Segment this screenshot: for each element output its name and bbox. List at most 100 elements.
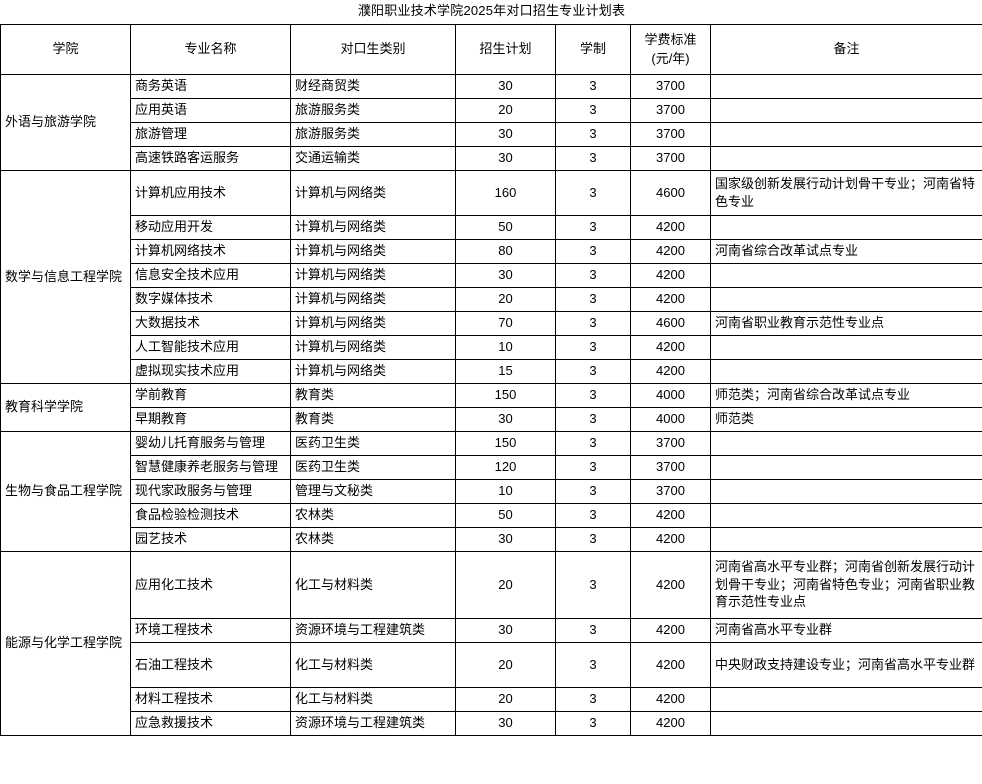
tuition-fee-cell: 3700 <box>630 478 711 504</box>
study-years-cell: 3 <box>555 686 631 712</box>
tuition-fee-cell: 4000 <box>630 382 711 408</box>
remark-cell <box>709 145 982 171</box>
tuition-fee-cell: 3700 <box>630 145 711 171</box>
student-category-cell: 交通运输类 <box>290 145 456 171</box>
student-category-cell: 医药卫生类 <box>290 454 456 480</box>
tuition-fee-cell: 4200 <box>630 526 711 552</box>
remark-cell <box>709 73 982 99</box>
column-header-fee-line1: 学费标准 <box>644 31 697 47</box>
study-years-cell: 3 <box>555 430 631 456</box>
column-header-quota: 招生计划 <box>455 23 556 75</box>
study-years-cell: 3 <box>555 382 631 408</box>
college-name-cell: 能源与化学工程学院 <box>0 550 131 736</box>
tuition-fee-cell: 4000 <box>630 406 711 432</box>
remark-cell <box>709 286 982 312</box>
remark-cell: 河南省综合改革试点专业 <box>709 238 982 264</box>
student-category-cell: 财经商贸类 <box>290 73 456 99</box>
student-category-cell: 教育类 <box>290 382 456 408</box>
table-row: 早期教育 教育类 30 3 4000 师范类 <box>1 406 982 432</box>
tuition-fee-cell: 4200 <box>630 238 711 264</box>
study-years-cell: 3 <box>555 502 631 528</box>
table-row: 数学与信息工程学院 计算机应用技术 计算机与网络类 160 3 4600 国家级创新发展行动… <box>0 169 982 384</box>
enrollment-quota-cell: 160 <box>455 169 556 216</box>
student-category-cell: 计算机与网络类 <box>290 310 456 336</box>
study-years-cell: 3 <box>555 286 631 312</box>
major-name-cell: 应用英语 <box>130 97 291 123</box>
student-category-cell: 农林类 <box>290 526 456 552</box>
enrollment-quota-cell: 80 <box>455 238 556 264</box>
enrollment-quota-cell: 20 <box>455 686 556 712</box>
major-name-cell: 园艺技术 <box>130 526 291 552</box>
enrollment-quota-cell: 50 <box>455 214 556 240</box>
tuition-fee-cell: 3700 <box>630 430 711 456</box>
major-name-cell: 旅游管理 <box>130 121 291 147</box>
enrollment-quota-cell: 30 <box>455 145 556 171</box>
enrollment-quota-cell: 30 <box>455 73 556 99</box>
college-name-cell: 数学与信息工程学院 <box>0 169 131 384</box>
table-row: 教育科学学院 学前教育 教育类 150 3 4000 师范类；河南省综合改革试点专业 <box>0 382 982 432</box>
table-row: 食品检验检测技术 农林类 50 3 4200 <box>1 502 982 528</box>
remark-cell: 河南省高水平专业群 <box>709 617 982 643</box>
remark-cell <box>709 121 982 147</box>
enrollment-quota-cell: 30 <box>455 121 556 147</box>
student-category-cell: 化工与材料类 <box>290 641 456 688</box>
study-years-cell: 3 <box>555 617 631 643</box>
major-name-cell: 环境工程技术 <box>130 617 291 643</box>
student-category-cell: 旅游服务类 <box>290 97 456 123</box>
student-category-cell: 计算机与网络类 <box>290 286 456 312</box>
study-years-cell: 3 <box>555 310 631 336</box>
tuition-fee-cell: 4200 <box>630 286 711 312</box>
enrollment-plan-table: 濮阳职业技术学院2025年对口招生专业计划表学院 专业名称 对口生类别 招生计划 学制学… <box>0 3 982 736</box>
student-category-cell: 资源环境与工程建筑类 <box>290 710 456 736</box>
study-years-cell: 3 <box>555 238 631 264</box>
remark-cell <box>709 430 982 456</box>
major-name-cell: 应用化工技术 <box>130 550 291 619</box>
study-years-cell: 3 <box>555 641 631 688</box>
enrollment-quota-cell: 30 <box>455 526 556 552</box>
enrollment-quota-cell: 10 <box>455 334 556 360</box>
major-name-cell: 商务英语 <box>130 73 291 99</box>
enrollment-quota-cell: 30 <box>455 406 556 432</box>
enrollment-quota-cell: 15 <box>455 358 556 384</box>
tuition-fee-cell: 4200 <box>630 502 711 528</box>
major-name-cell: 计算机网络技术 <box>130 238 291 264</box>
table-row: 园艺技术 农林类 30 3 4200 <box>1 526 982 552</box>
major-name-cell: 食品检验检测技术 <box>130 502 291 528</box>
document-title: 濮阳职业技术学院2025年对口招生专业计划表 <box>357 3 626 18</box>
study-years-cell: 3 <box>555 550 631 619</box>
tuition-fee-cell: 4600 <box>630 169 711 216</box>
table-row: 材料工程技术 化工与材料类 20 3 4200 <box>1 686 982 712</box>
enrollment-quota-cell: 20 <box>455 550 556 619</box>
table-row: 智慧健康养老服务与管理 医药卫生类 120 3 3700 <box>1 454 982 480</box>
college-name-cell: 生物与食品工程学院 <box>0 430 131 552</box>
student-category-cell: 资源环境与工程建筑类 <box>290 617 456 643</box>
major-name-cell: 智慧健康养老服务与管理 <box>130 454 291 480</box>
enrollment-quota-cell: 20 <box>455 286 556 312</box>
study-years-cell: 3 <box>555 454 631 480</box>
major-name-cell: 石油工程技术 <box>130 641 291 688</box>
table-row: 生物与食品工程学院 婴幼儿托育服务与管理 医药卫生类 150 3 3700 <box>0 430 982 552</box>
study-years-cell: 3 <box>555 358 631 384</box>
major-name-cell: 学前教育 <box>130 382 291 408</box>
column-header-major: 专业名称 <box>130 23 291 75</box>
remark-cell <box>709 262 982 288</box>
major-name-cell: 现代家政服务与管理 <box>130 478 291 504</box>
student-category-cell: 计算机与网络类 <box>290 169 456 216</box>
remark-cell <box>709 502 982 528</box>
tuition-fee-cell: 4200 <box>630 550 711 619</box>
remark-cell: 河南省职业教育示范性专业点 <box>709 310 982 336</box>
major-name-cell: 人工智能技术应用 <box>130 334 291 360</box>
remark-cell <box>709 214 982 240</box>
study-years-cell: 3 <box>555 97 631 123</box>
remark-cell <box>709 686 982 712</box>
student-category-cell: 化工与材料类 <box>290 550 456 619</box>
table-row: 石油工程技术 化工与材料类 20 3 4200 中央财政支持建设专业；河南省高水平专业群 <box>1 641 982 688</box>
student-category-cell: 医药卫生类 <box>290 430 456 456</box>
remark-cell <box>709 454 982 480</box>
student-category-cell: 教育类 <box>290 406 456 432</box>
header-row: 学院 专业名称 对口生类别 招生计划 学制 学费标准 (元/年) 备注 <box>0 23 982 75</box>
tuition-fee-cell: 4200 <box>630 617 711 643</box>
tuition-fee-cell: 4200 <box>630 641 711 688</box>
major-name-cell: 婴幼儿托育服务与管理 <box>130 430 291 456</box>
column-header-college: 学院 <box>0 23 131 75</box>
